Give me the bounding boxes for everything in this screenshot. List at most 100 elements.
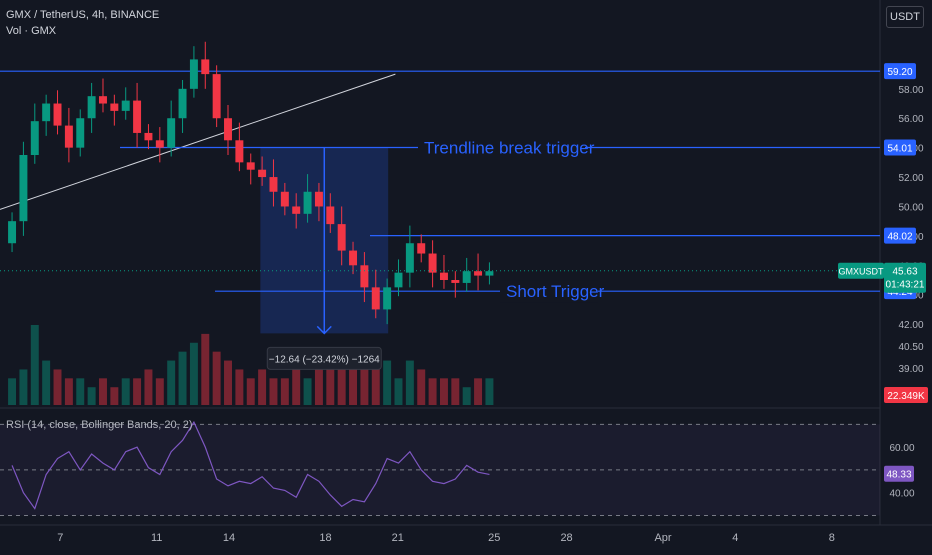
time-tick-label: 18 [319, 532, 331, 544]
symbol-badge-label: GMXUSDT [839, 267, 885, 277]
candle-body [224, 118, 232, 141]
time-tick-label: 28 [560, 532, 572, 544]
candle-body [53, 103, 62, 126]
volume-bar [235, 369, 244, 405]
candle-body [417, 243, 426, 254]
rsi-tick-label: 60.00 [889, 443, 914, 454]
volume-bar [110, 387, 119, 405]
candle-body [212, 74, 221, 119]
volume-badge [884, 387, 928, 403]
volume-bar [189, 342, 198, 405]
annotation-bg [418, 136, 585, 159]
time-tick-label: 25 [488, 532, 500, 544]
rsi-value-label: 48.33 [886, 470, 911, 481]
volume-bar [99, 378, 107, 405]
volume-bar [144, 369, 153, 405]
volume-bar [280, 378, 289, 405]
time-tick-label: 7 [57, 532, 63, 544]
candle-body [110, 103, 119, 111]
candle-body [314, 191, 323, 207]
volume-bar [258, 369, 267, 405]
level-price-badge [884, 139, 916, 156]
level-price-label: 59.20 [887, 67, 912, 78]
candle-body [360, 265, 369, 288]
volume-bar [485, 378, 494, 405]
volume-bar [224, 360, 232, 405]
price-tick-label: 58.00 [898, 85, 923, 96]
volume-bar [30, 325, 39, 405]
volume-bar [371, 351, 380, 405]
candle-body [371, 287, 380, 310]
candle-body [394, 272, 403, 288]
volume-bar [394, 378, 403, 405]
trendline [0, 73, 396, 210]
currency-button[interactable]: USDT [886, 6, 924, 28]
volume-bar [405, 360, 414, 405]
volume-bar [212, 351, 221, 405]
countdown-label: 01:43:21 [886, 280, 925, 291]
candle-body [19, 155, 28, 222]
volume-indicator-label: Vol · GMX [6, 25, 57, 37]
level-price-label: 48.02 [887, 232, 912, 243]
candle-body [428, 253, 437, 273]
candle-body [269, 177, 278, 192]
volume-bar [417, 369, 426, 405]
candle-body [451, 280, 460, 283]
candle-body [76, 118, 85, 148]
volume-bar [53, 369, 62, 405]
time-tick-label: 21 [392, 532, 404, 544]
candle-body [349, 250, 358, 266]
measure-label: −12.64 (−23.42%) −1264 [269, 354, 380, 365]
price-tick-label: 52.00 [898, 173, 923, 184]
measure-label-box [266, 346, 382, 370]
volume-bar [383, 360, 392, 405]
candle-body [258, 169, 267, 178]
price-tick-label: 50.00 [898, 202, 923, 213]
candle-body [189, 59, 198, 89]
measure-arrow-head [316, 325, 332, 335]
volume-bar [360, 369, 369, 405]
volume-bar [292, 369, 301, 405]
last-price-label: 45.63 [892, 267, 917, 278]
volume-bar [303, 378, 312, 405]
candle-body [144, 132, 153, 141]
annotation-text: Short Trigger [506, 282, 605, 301]
volume-bar [428, 378, 437, 405]
volume-bar [19, 369, 28, 405]
candle-body [99, 96, 107, 104]
candle-body [133, 100, 142, 133]
volume-badge-label: 22.349K [887, 391, 925, 402]
candle-body [326, 206, 335, 225]
volume-bar [439, 378, 448, 405]
volume-bar [155, 378, 164, 405]
volume-bar [8, 378, 17, 405]
candle-body [235, 140, 244, 163]
volume-bar [462, 387, 471, 405]
price-tick-label: 56.00 [898, 114, 923, 125]
candle-body [246, 162, 255, 170]
volume-bar [133, 378, 142, 405]
candle-body [30, 121, 39, 155]
rsi-tick-label: 40.00 [889, 489, 914, 500]
candle-body [439, 272, 448, 280]
volume-bar [246, 378, 255, 405]
volume-bar [87, 387, 96, 405]
symbol-header: GMX / TetherUS, 4h, BINANCE [6, 9, 160, 21]
annotation-bg [500, 280, 598, 303]
level-price-badge [884, 63, 916, 80]
volume-bar [178, 351, 187, 405]
volume-bar [269, 378, 278, 405]
volume-bar [121, 378, 130, 405]
volume-bar [337, 360, 346, 405]
rsi-line [11, 420, 490, 510]
time-tick-label: 8 [829, 532, 835, 544]
candle-body [383, 287, 392, 310]
candle-body [485, 271, 494, 276]
rsi-value-badge [884, 465, 914, 482]
price-tick-label: 39.00 [898, 364, 923, 375]
candle-body [87, 96, 96, 119]
time-tick-label: 4 [732, 532, 738, 544]
candle-body [280, 191, 289, 207]
